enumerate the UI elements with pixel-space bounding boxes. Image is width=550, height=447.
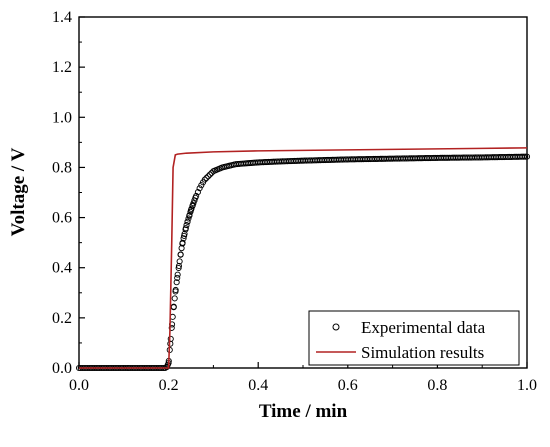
- experimental-point: [520, 153, 527, 160]
- experimental-point: [206, 171, 213, 178]
- series-layer: [75, 147, 531, 372]
- experimental-point: [192, 194, 199, 201]
- experimental-point: [172, 286, 179, 294]
- legend-simulation-label: Simulation results: [361, 343, 484, 362]
- experimental-point: [168, 324, 175, 331]
- experimental-point: [176, 258, 183, 265]
- experimental-point: [188, 205, 195, 212]
- x-tick-label: 0.8: [427, 377, 447, 394]
- legend-box: [308, 310, 520, 366]
- y-tick-label: 0.6: [52, 210, 72, 227]
- experimental-point: [182, 226, 189, 233]
- experimental-point: [201, 176, 208, 183]
- y-tick-label: 0.4: [52, 260, 72, 277]
- experimental-point: [187, 208, 194, 215]
- experimental-point: [184, 218, 191, 225]
- experimental-point: [185, 215, 192, 222]
- experimental-point: [179, 239, 186, 246]
- experimental-point: [174, 274, 181, 281]
- experimental-point: [194, 189, 201, 196]
- y-tick-label: 0.8: [52, 159, 72, 176]
- x-tick-label: 0.2: [159, 377, 179, 394]
- experimental-point: [174, 271, 181, 278]
- y-tick-label: 1.0: [52, 109, 72, 126]
- y-axis-ticks: 0.0 0.2 0.4 0.6 0.8 1.0 1.2 1.4: [52, 9, 85, 377]
- experimental-point: [167, 335, 174, 342]
- x-tick-label: 1.0: [517, 377, 537, 394]
- x-axis-ticks: 0.0 0.2 0.4 0.6 0.8 1.0: [69, 362, 537, 394]
- experimental-point: [177, 251, 184, 258]
- y-tick-label: 1.2: [52, 59, 72, 76]
- legend: Experimental data Simulation results: [308, 310, 520, 366]
- series-experimental-data: [75, 153, 531, 372]
- experimental-point: [180, 235, 187, 242]
- series-simulation-results: [79, 147, 528, 369]
- experimental-point: [522, 153, 529, 160]
- experimental-point: [190, 200, 197, 207]
- experimental-point: [196, 185, 203, 192]
- y-tick-label: 0.2: [52, 310, 72, 327]
- experimental-point: [181, 230, 188, 237]
- experimental-point: [171, 295, 178, 302]
- experimental-point: [203, 174, 210, 181]
- y-axis-title: Voltage / V: [8, 147, 29, 236]
- y-tick-label: 0.0: [52, 360, 72, 377]
- experimental-point: [189, 202, 196, 210]
- experimental-point: [183, 222, 190, 229]
- experimental-point: [186, 212, 193, 219]
- experimental-point: [205, 173, 212, 180]
- experimental-point: [523, 153, 531, 160]
- legend-experimental-label: Experimental data: [361, 318, 486, 337]
- y-tick-label: 1.4: [52, 9, 72, 26]
- x-tick-label: 0.0: [69, 377, 89, 394]
- experimental-point: [175, 262, 182, 270]
- x-tick-label: 0.4: [248, 377, 268, 394]
- experimental-point: [191, 197, 198, 204]
- x-axis-title: Time / min: [259, 401, 348, 422]
- experimental-point: [173, 279, 180, 286]
- x-tick-label: 0.6: [338, 377, 358, 394]
- legend-experimental-marker: [332, 323, 340, 331]
- experimental-point: [175, 264, 182, 272]
